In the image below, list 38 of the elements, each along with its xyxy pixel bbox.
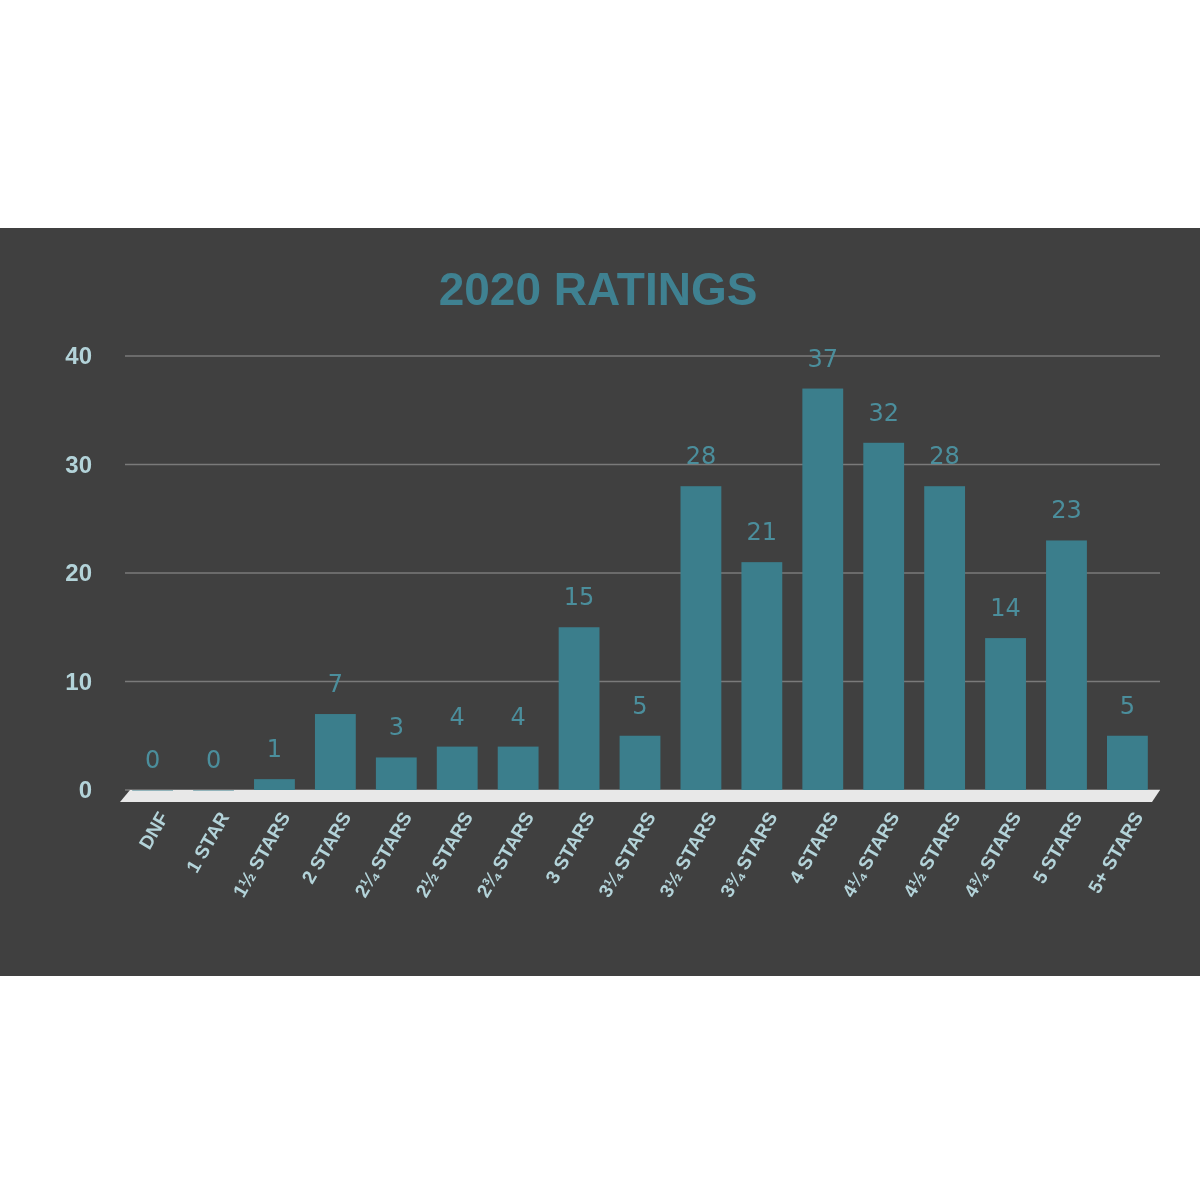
data-label: 28 bbox=[929, 442, 960, 471]
data-label: 7 bbox=[327, 670, 344, 699]
bar bbox=[558, 627, 600, 790]
bar bbox=[1046, 540, 1087, 790]
bar bbox=[1106, 735, 1148, 790]
y-tick-label: 30 bbox=[65, 450, 92, 478]
bar bbox=[863, 442, 905, 790]
y-tick-label: 20 bbox=[65, 559, 92, 587]
data-label: 0 bbox=[144, 746, 161, 774]
data-label: 3 bbox=[388, 713, 404, 742]
bar bbox=[741, 562, 783, 790]
data-label: 15 bbox=[563, 583, 595, 612]
bar bbox=[314, 714, 356, 790]
y-tick-label: 40 bbox=[65, 342, 92, 370]
data-label: 4 bbox=[510, 702, 526, 731]
data-label: 28 bbox=[685, 442, 717, 471]
data-label: 5 bbox=[632, 691, 648, 720]
data-label: 0 bbox=[205, 746, 222, 774]
bar bbox=[497, 746, 539, 790]
data-label: 32 bbox=[868, 398, 899, 427]
data-label: 5 bbox=[1119, 691, 1136, 720]
bar bbox=[924, 486, 966, 790]
bar bbox=[375, 757, 417, 790]
chart-title: 2020 RATINGS bbox=[438, 263, 758, 315]
bar bbox=[436, 746, 478, 790]
y-tick-label: 0 bbox=[78, 776, 92, 804]
bar bbox=[619, 735, 661, 790]
bar bbox=[680, 486, 722, 790]
data-label: 37 bbox=[807, 344, 839, 373]
bar bbox=[802, 388, 844, 790]
y-tick-label: 10 bbox=[65, 667, 92, 695]
data-label: 23 bbox=[1051, 496, 1082, 525]
data-label: 21 bbox=[746, 518, 778, 547]
data-label: 14 bbox=[990, 594, 1021, 623]
data-label: 1 bbox=[266, 735, 283, 764]
bar bbox=[985, 638, 1026, 790]
bar bbox=[254, 779, 295, 790]
data-label: 4 bbox=[449, 702, 465, 731]
